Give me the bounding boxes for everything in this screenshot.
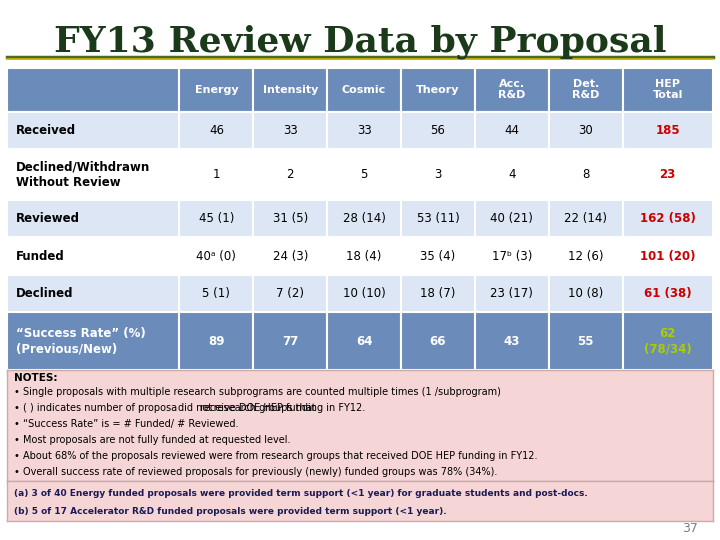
Text: 17ᵇ (3): 17ᵇ (3) xyxy=(492,249,532,262)
Text: 35 (4): 35 (4) xyxy=(420,249,456,262)
Text: 5 (1): 5 (1) xyxy=(202,287,230,300)
Text: 45 (1): 45 (1) xyxy=(199,212,234,225)
Text: 23: 23 xyxy=(660,168,676,181)
Text: 12 (6): 12 (6) xyxy=(568,249,603,262)
Text: 77: 77 xyxy=(282,334,298,348)
Text: “Success Rate” (%)
(Previous/New): “Success Rate” (%) (Previous/New) xyxy=(16,327,145,355)
Text: Reviewed: Reviewed xyxy=(16,212,80,225)
Text: 37: 37 xyxy=(683,522,698,535)
Text: 33: 33 xyxy=(356,124,372,137)
Text: 40ᵃ (0): 40ᵃ (0) xyxy=(197,249,236,262)
Text: 162 (58): 162 (58) xyxy=(640,212,696,225)
Text: • Single proposals with multiple research subprograms are counted multiple times: • Single proposals with multiple researc… xyxy=(14,387,501,396)
Text: 46: 46 xyxy=(209,124,224,137)
Text: 5: 5 xyxy=(361,168,368,181)
Text: (b) 5 of 17 Accelerator R&D funded proposals were provided term support (<1 year: (b) 5 of 17 Accelerator R&D funded propo… xyxy=(14,507,447,516)
Text: NOTES:: NOTES: xyxy=(14,373,58,383)
Text: Energy: Energy xyxy=(194,85,238,94)
Text: 24 (3): 24 (3) xyxy=(273,249,308,262)
Text: Intensity: Intensity xyxy=(263,85,318,94)
Text: Declined: Declined xyxy=(16,287,73,300)
Text: 64: 64 xyxy=(356,334,372,348)
Text: did not: did not xyxy=(179,402,212,413)
Text: 185: 185 xyxy=(655,124,680,137)
Text: 55: 55 xyxy=(577,334,594,348)
Text: 10 (10): 10 (10) xyxy=(343,287,385,300)
Text: 2: 2 xyxy=(287,168,294,181)
Text: 4: 4 xyxy=(508,168,516,181)
Text: 31 (5): 31 (5) xyxy=(273,212,308,225)
Text: 18 (7): 18 (7) xyxy=(420,287,456,300)
Text: 30: 30 xyxy=(578,124,593,137)
Text: 43: 43 xyxy=(503,334,520,348)
Text: Cosmic: Cosmic xyxy=(342,85,386,94)
Text: 66: 66 xyxy=(430,334,446,348)
Text: 28 (14): 28 (14) xyxy=(343,212,385,225)
Text: Funded: Funded xyxy=(16,249,65,262)
Text: 33: 33 xyxy=(283,124,297,137)
Text: 56: 56 xyxy=(431,124,446,137)
Text: 3: 3 xyxy=(434,168,441,181)
Text: • Overall success rate of reviewed proposals for previously (newly) funded group: • Overall success rate of reviewed propo… xyxy=(14,467,498,477)
Text: (a) 3 of 40 Energy funded proposals were provided term support (<1 year) for gra: (a) 3 of 40 Energy funded proposals were… xyxy=(14,489,588,498)
Text: 7 (2): 7 (2) xyxy=(276,287,305,300)
Text: • About 68% of the proposals reviewed were from research groups that received DO: • About 68% of the proposals reviewed we… xyxy=(14,451,538,461)
Text: Declined/Withdrawn
Without Review: Declined/Withdrawn Without Review xyxy=(16,160,150,188)
Text: 23 (17): 23 (17) xyxy=(490,287,534,300)
Text: 10 (8): 10 (8) xyxy=(568,287,603,300)
Text: FY13 Review Data by Proposal: FY13 Review Data by Proposal xyxy=(54,24,666,59)
Text: • ( ) indicates number of proposals from research groups that: • ( ) indicates number of proposals from… xyxy=(14,402,319,413)
Text: Received: Received xyxy=(16,124,76,137)
Text: 61 (38): 61 (38) xyxy=(644,287,691,300)
Text: Det.
R&D: Det. R&D xyxy=(572,79,599,100)
Text: Theory: Theory xyxy=(416,85,459,94)
Text: 44: 44 xyxy=(504,124,519,137)
Text: HEP
Total: HEP Total xyxy=(652,79,683,100)
Text: • “Success Rate” is = # Funded/ # Reviewed.: • “Success Rate” is = # Funded/ # Review… xyxy=(14,418,239,429)
Text: 101 (20): 101 (20) xyxy=(640,249,696,262)
Text: 22 (14): 22 (14) xyxy=(564,212,607,225)
Text: 1: 1 xyxy=(212,168,220,181)
Text: • Most proposals are not fully funded at requested level.: • Most proposals are not fully funded at… xyxy=(14,435,291,444)
Text: 18 (4): 18 (4) xyxy=(346,249,382,262)
Text: 40 (21): 40 (21) xyxy=(490,212,534,225)
Text: receive DOE HEP funding in FY12.: receive DOE HEP funding in FY12. xyxy=(197,402,365,413)
Text: 53 (11): 53 (11) xyxy=(417,212,459,225)
Text: 62
(78/34): 62 (78/34) xyxy=(644,327,691,355)
Text: Acc.
R&D: Acc. R&D xyxy=(498,79,526,100)
Text: 8: 8 xyxy=(582,168,589,181)
Text: 89: 89 xyxy=(208,334,225,348)
